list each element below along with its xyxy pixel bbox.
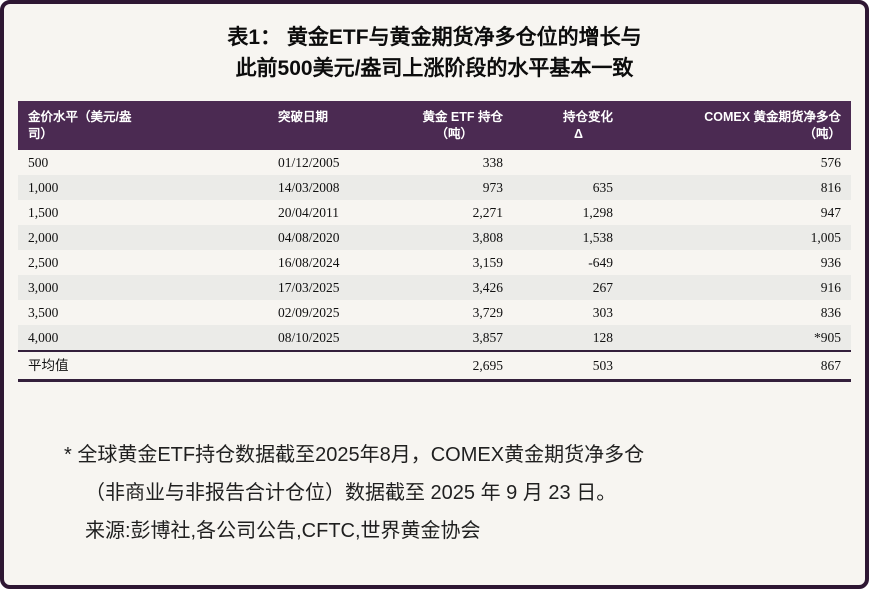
cell-breakout-date: 01/12/2005 [278, 155, 340, 170]
table-average-row: 平均值 2,695 503 867 [18, 350, 851, 382]
cell-comex-net-long: *905 [814, 330, 841, 345]
cell-price-level: 500 [28, 155, 49, 170]
cell-comex-net-long: 816 [820, 180, 841, 195]
cell-price-level: 3,500 [28, 305, 59, 320]
cell-etf-holdings: 338 [482, 155, 503, 170]
cell-etf-holdings: 3,159 [472, 255, 503, 270]
gold-etf-futures-table: 金价水平（美元/盎 司） 突破日期 黄金 ETF 持仓 （吨） 持仓变化 Δ C… [18, 101, 851, 382]
cell-holdings-change: 1,298 [582, 205, 613, 220]
cell-comex-net-long: 916 [820, 280, 841, 295]
col-header-holdings-change: 持仓变化 Δ [513, 101, 623, 150]
cell-etf-holdings: 3,426 [472, 280, 503, 295]
cell-etf-holdings: 3,729 [472, 305, 503, 320]
cell-average-holdings-change: 503 [513, 350, 623, 382]
table-row: 3,500 02/09/2025 3,729 303 836 [18, 300, 851, 325]
cell-etf-holdings: 2,271 [472, 205, 503, 220]
col-header-comex-net-long: COMEX 黄金期货净多仓 （吨） [623, 101, 851, 150]
table-row: 1,500 20/04/2011 2,271 1,298 947 [18, 200, 851, 225]
table-body: 500 01/12/2005 338 576 1,000 14/03/2008 … [18, 150, 851, 351]
footnote-source: 来源:彭博社,各公司公告,CFTC,世界黄金协会 [85, 520, 481, 542]
figure-title-line1: 表1： 黄金ETF与黄金期货净多仓位的增长与 [227, 26, 642, 49]
cell-etf-holdings: 973 [482, 180, 503, 195]
col-header-breakout-date: 突破日期 [268, 101, 378, 150]
footnote: * 全球黄金ETF持仓数据截至2025年8月，COMEX黄金期货净多仓 （非商业… [64, 436, 825, 550]
cell-holdings-change: 635 [592, 180, 613, 195]
cell-holdings-change: 267 [592, 280, 613, 295]
cell-holdings-change: 303 [592, 305, 613, 320]
cell-comex-net-long: 936 [820, 255, 841, 270]
figure-title: 表1： 黄金ETF与黄金期货净多仓位的增长与 此前500美元/盎司上涨阶段的水平… [4, 22, 865, 84]
cell-etf-holdings: 3,857 [472, 330, 503, 345]
cell-breakout-date: 17/03/2025 [278, 280, 340, 295]
table-row: 2,000 04/08/2020 3,808 1,538 1,005 [18, 225, 851, 250]
cell-holdings-change: -649 [588, 255, 613, 270]
cell-average-date [268, 350, 378, 382]
table-row: 2,500 16/08/2024 3,159 -649 936 [18, 250, 851, 275]
cell-price-level: 1,500 [28, 205, 59, 220]
table-row: 1,000 14/03/2008 973 635 816 [18, 175, 851, 200]
cell-breakout-date: 14/03/2008 [278, 180, 340, 195]
cell-price-level: 3,000 [28, 280, 59, 295]
cell-breakout-date: 08/10/2025 [278, 330, 340, 345]
cell-breakout-date: 20/04/2011 [278, 205, 340, 220]
cell-price-level: 2,000 [28, 230, 59, 245]
table-row: 3,000 17/03/2025 3,426 267 916 [18, 275, 851, 300]
cell-breakout-date: 02/09/2025 [278, 305, 340, 320]
table-row: 500 01/12/2005 338 576 [18, 150, 851, 175]
cell-comex-net-long: 836 [820, 305, 841, 320]
cell-etf-holdings: 3,808 [472, 230, 503, 245]
footnote-line2: （非商业与非报告合计仓位）数据截至 2025 年 9 月 23 日。 [85, 482, 617, 504]
cell-price-level: 1,000 [28, 180, 59, 195]
cell-price-level: 2,500 [28, 255, 59, 270]
col-header-price-level: 金价水平（美元/盎 司） [18, 101, 268, 150]
figure-title-line2: 此前500美元/盎司上涨阶段的水平基本一致 [235, 57, 634, 80]
cell-comex-net-long: 1,005 [810, 230, 841, 245]
cell-holdings-change [513, 150, 623, 175]
cell-comex-net-long: 947 [820, 205, 841, 220]
cell-holdings-change: 1,538 [582, 230, 613, 245]
cell-average-etf-holdings: 2,695 [378, 350, 513, 382]
col-header-etf-holdings: 黄金 ETF 持仓 （吨） [378, 101, 513, 150]
cell-holdings-change: 128 [592, 330, 613, 345]
cell-breakout-date: 04/08/2020 [278, 230, 340, 245]
table-header-row: 金价水平（美元/盎 司） 突破日期 黄金 ETF 持仓 （吨） 持仓变化 Δ C… [18, 101, 851, 150]
cell-average-label: 平均值 [18, 350, 268, 382]
cell-comex-net-long: 576 [820, 155, 841, 170]
table-row: 4,000 08/10/2025 3,857 128 *905 [18, 325, 851, 351]
cell-breakout-date: 16/08/2024 [278, 255, 340, 270]
cell-average-comex-net-long: 867 [623, 350, 851, 382]
cell-price-level: 4,000 [28, 330, 59, 345]
footnote-line1: * 全球黄金ETF持仓数据截至2025年8月，COMEX黄金期货净多仓 [64, 444, 645, 466]
